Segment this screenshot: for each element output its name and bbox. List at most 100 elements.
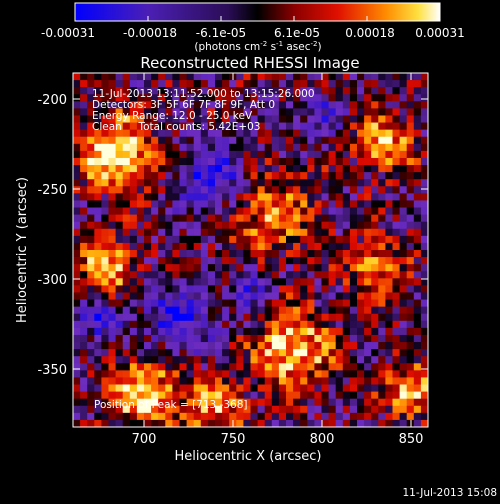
image-pixel: [136, 157, 145, 166]
image-pixel: [122, 214, 131, 223]
image-pixel: [364, 412, 372, 421]
image-pixel: [420, 122, 428, 131]
image-pixel: [278, 172, 287, 180]
image-pixel: [165, 313, 173, 322]
image-pixel: [328, 257, 337, 265]
image-pixel: [172, 73, 180, 81]
image-pixel: [200, 179, 209, 187]
image-pixel: [371, 143, 379, 152]
image-pixel: [186, 221, 195, 230]
image-pixel: [144, 412, 152, 421]
image-pixel: [321, 108, 329, 116]
image-pixel: [314, 242, 322, 251]
image-pixel: [357, 186, 365, 194]
image-pixel: [278, 264, 287, 272]
image-pixel: [250, 250, 258, 258]
image-pixel: [413, 313, 422, 322]
image-pixel: [314, 129, 322, 138]
image-pixel: [335, 377, 344, 385]
image-pixel: [307, 299, 315, 308]
image-pixel: [229, 214, 237, 223]
image-pixel: [73, 228, 81, 237]
image-pixel: [328, 136, 337, 145]
image-pixel: [200, 228, 209, 237]
image-pixel: [165, 200, 173, 208]
image-pixel: [385, 285, 393, 293]
image-pixel: [420, 221, 428, 230]
image-pixel: [243, 115, 251, 123]
image-pixel: [115, 264, 124, 272]
image-pixel: [321, 342, 329, 350]
image-pixel: [328, 101, 337, 109]
image-pixel: [300, 179, 308, 187]
image-pixel: [129, 80, 138, 88]
image-pixel: [193, 94, 202, 102]
image-pixel: [115, 299, 124, 308]
image-pixel: [80, 221, 88, 230]
image-pixel: [207, 370, 216, 378]
image-pixel: [286, 285, 294, 293]
image-pixel: [349, 80, 358, 88]
image-pixel: [179, 101, 187, 109]
image-pixel: [257, 257, 266, 265]
image-pixel: [207, 73, 216, 81]
image-pixel: [136, 370, 145, 378]
image-pixel: [300, 292, 308, 300]
image-pixel: [271, 150, 280, 159]
image-pixel: [328, 122, 337, 131]
image-pixel: [371, 327, 379, 336]
image-pixel: [94, 150, 102, 159]
image-pixel: [193, 129, 202, 138]
image-pixel: [229, 87, 237, 95]
image-pixel: [278, 122, 287, 131]
image-pixel: [271, 370, 280, 378]
image-pixel: [257, 122, 266, 131]
image-pixel: [314, 306, 322, 315]
image-pixel: [420, 150, 428, 159]
image-pixel: [73, 165, 81, 173]
image-pixel: [144, 193, 152, 201]
image-pixel: [342, 306, 351, 315]
image-pixel: [87, 384, 95, 392]
image-pixel: [151, 363, 159, 371]
colorbar-tick-label: -6.1e-05: [196, 26, 246, 40]
image-pixel: [151, 115, 159, 123]
image-pixel: [378, 370, 386, 378]
image-pixel: [257, 115, 266, 123]
image-pixel: [357, 285, 365, 293]
image-pixel: [80, 172, 88, 180]
image-pixel: [278, 391, 287, 400]
image-pixel: [406, 384, 415, 392]
image-pixel: [357, 242, 365, 251]
image-pixel: [193, 73, 202, 81]
image-pixel: [87, 136, 95, 145]
image-pixel: [300, 384, 308, 392]
image-pixel: [371, 200, 379, 208]
image-pixel: [371, 150, 379, 159]
image-pixel: [136, 349, 145, 357]
image-pixel: [215, 108, 223, 116]
image-pixel: [236, 419, 244, 427]
image-pixel: [172, 80, 180, 88]
image-pixel: [222, 108, 230, 116]
image-pixel: [349, 136, 358, 145]
image-pixel: [406, 129, 415, 138]
image-pixel: [115, 179, 124, 187]
image-pixel: [286, 278, 294, 286]
image-pixel: [207, 101, 216, 109]
image-pixel: [186, 200, 195, 208]
image-pixel: [413, 257, 422, 265]
image-pixel: [151, 306, 159, 315]
image-pixel: [80, 242, 88, 251]
image-pixel: [172, 356, 180, 364]
image-pixel: [229, 377, 237, 385]
image-pixel: [87, 94, 95, 102]
image-pixel: [250, 165, 258, 173]
image-pixel: [108, 136, 116, 145]
image-pixel: [335, 207, 344, 215]
image-pixel: [278, 285, 287, 293]
image-pixel: [80, 207, 88, 215]
image-pixel: [271, 313, 280, 322]
image-pixel: [385, 101, 393, 109]
image-pixel: [172, 299, 180, 308]
